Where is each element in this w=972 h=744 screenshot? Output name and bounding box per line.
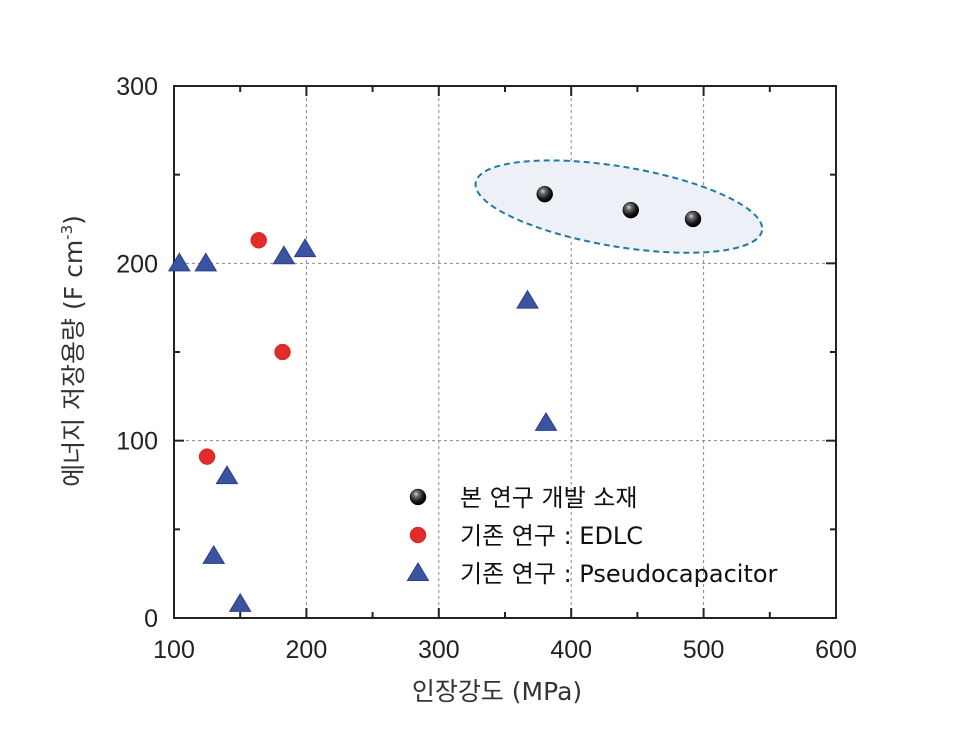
data-point-triangle [534,411,558,431]
y-axis-title-close: ) [59,215,88,225]
legend-marker-sphere [409,488,427,506]
data-point-triangle [272,245,296,265]
legend-label: 기존 연구 : Pseudocapacitor [460,560,778,588]
y-axis-title-superscript: -3 [58,225,76,240]
y-axis-title-main: 에너지 저장용량 (F cm [59,240,88,487]
data-point-triangle [516,289,539,309]
x-tick-label: 200 [286,636,328,664]
x-tick-label: 100 [153,636,195,664]
data-point-sphere [684,210,702,228]
y-tick-label: 100 [116,428,158,456]
legend-marker-triangle [406,562,430,581]
x-tick-label: 600 [815,636,857,664]
legend-marker-circle [409,526,427,544]
data-point-triangle [293,238,317,258]
highlight-ellipse [474,159,764,254]
data-point-triangle [202,544,226,564]
x-tick-label: 400 [550,636,592,664]
x-axis-title: 인장강도 (MPa) [412,677,582,706]
y-tick-label: 200 [116,250,158,278]
axis-ticks [173,85,837,619]
x-tick-label: 300 [418,636,460,664]
axis-tick-labels: 100 200 300 400 500 600 0 100 200 300 [116,73,857,664]
data-point-circle [198,448,216,465]
data-point-sphere [536,185,553,203]
data-point-triangle [167,252,191,272]
legend-label: 기존 연구 : EDLC [460,522,643,550]
y-axis-title: 에너지 저장용량 (F cm-3) [58,215,88,487]
y-tick-label: 300 [116,73,158,101]
y-tick-label: 0 [144,605,158,633]
data-point-triangle [228,592,252,612]
legend-label: 본 연구 개발 소재 [460,484,637,512]
data-points [167,185,702,612]
data-point-sphere [622,201,640,219]
data-point-triangle [194,252,218,272]
data-point-circle [274,343,291,361]
data-point-circle [250,232,267,249]
data-point-triangle [215,465,239,485]
x-tick-label: 500 [683,636,725,664]
